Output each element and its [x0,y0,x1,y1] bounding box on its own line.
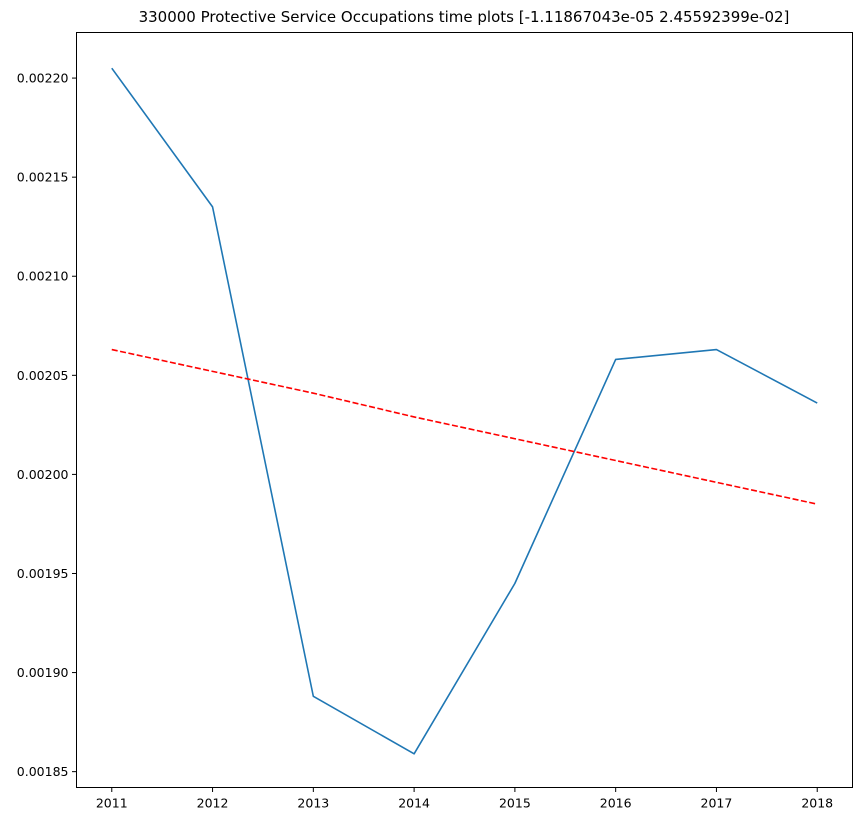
x-tick-label: 2016 [600,796,632,811]
y-tick-label: 0.00195 [17,566,69,581]
y-tick-label: 0.00185 [17,764,69,779]
y-axis: 0.00185 0.00190 0.00195 0.00200 0.00205 0.002… [17,71,77,779]
y-tick-label: 0.00215 [17,170,69,185]
x-tick-label: 2014 [398,796,430,811]
y-tick-label: 0.00220 [17,71,69,86]
y-tick-label: 0.00200 [17,467,69,482]
x-tick-label: 2011 [96,796,128,811]
x-tick-label: 2013 [297,796,329,811]
plot-frame [76,32,853,788]
x-tick-label: 2018 [801,796,833,811]
trend-line [111,348,818,505]
series-line [111,67,818,755]
x-tick-label: 2012 [197,796,229,811]
chart-title: 330000 Protective Service Occupations ti… [139,8,790,26]
x-axis: 2011 2012 2013 2014 2015 2016 2017 2018 [96,787,833,811]
x-tick-label: 2015 [499,796,531,811]
y-tick-label: 0.00190 [17,665,69,680]
series-layer [111,67,818,755]
x-tick-label: 2017 [701,796,733,811]
y-tick-label: 0.00205 [17,368,69,383]
y-tick-label: 0.00210 [17,269,69,284]
